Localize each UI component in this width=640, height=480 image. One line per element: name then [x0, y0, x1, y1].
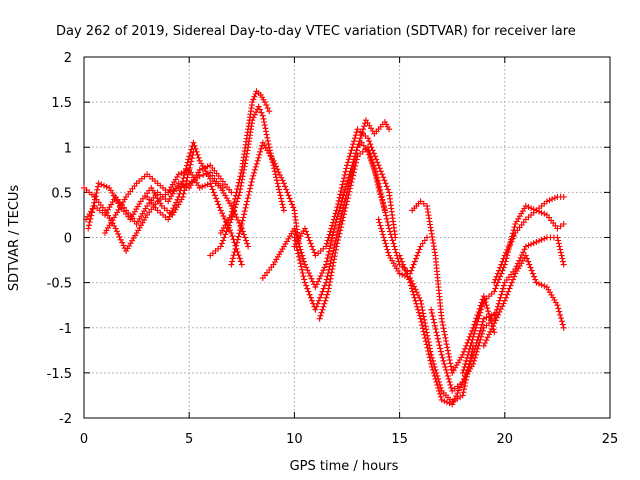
y-tick-label: -0.5 [47, 277, 72, 292]
data-point-track [228, 139, 302, 268]
y-tick-label: 1 [64, 141, 72, 156]
series-track-p [428, 234, 567, 394]
series-track-s [491, 207, 567, 286]
y-tick-label: -1.5 [47, 367, 72, 382]
y-tick-label: 0 [64, 232, 72, 247]
data-point-track [259, 117, 393, 291]
series-track-g [217, 88, 273, 236]
y-tick-label: -1 [59, 322, 72, 337]
data-point-track [291, 126, 399, 259]
data-point-track [102, 166, 245, 268]
plot-frame [83, 56, 611, 419]
data-points [81, 88, 567, 408]
series-track-k [291, 126, 399, 259]
x-tick-label: 15 [391, 432, 408, 447]
series-track-i [259, 117, 393, 291]
series-track-o [409, 198, 498, 376]
x-tick-label: 20 [497, 432, 514, 447]
y-tick-label: 0.5 [51, 186, 72, 201]
grid [84, 57, 610, 418]
axis-ticks: 0 5 10 15 20 25 -2 -1.5 -1 -0.5 0 0.5 1 1.5 2 [47, 51, 619, 447]
data-point-track [217, 88, 273, 236]
x-tick-label: 5 [185, 432, 193, 447]
series-track-h [228, 139, 302, 268]
data-point-track [375, 216, 477, 405]
data-point-track [491, 207, 567, 286]
y-tick-label: -2 [59, 412, 72, 427]
data-point-track [144, 139, 252, 250]
series-track-n [396, 252, 498, 408]
series-track-e [144, 139, 252, 250]
series-track-l [316, 144, 430, 322]
series-track-r [480, 252, 567, 349]
series-track-d [102, 166, 245, 268]
series-track-m [375, 216, 477, 405]
chart-title: Day 262 of 2019, Sidereal Day-to-day VTE… [56, 24, 576, 39]
y-tick-label: 2 [64, 51, 72, 66]
data-point-track [480, 252, 567, 349]
x-tick-label: 0 [80, 432, 88, 447]
x-tick-label: 10 [286, 432, 303, 447]
y-axis-title: SDTVAR / TECUs [7, 185, 22, 292]
x-axis-title: GPS time / hours [290, 459, 399, 474]
data-point-track [428, 234, 567, 394]
y-tick-label: 1.5 [51, 96, 72, 111]
x-tick-label: 25 [602, 432, 619, 447]
data-point-track [409, 198, 498, 376]
data-point-track [316, 144, 430, 322]
data-point-track [396, 252, 498, 408]
